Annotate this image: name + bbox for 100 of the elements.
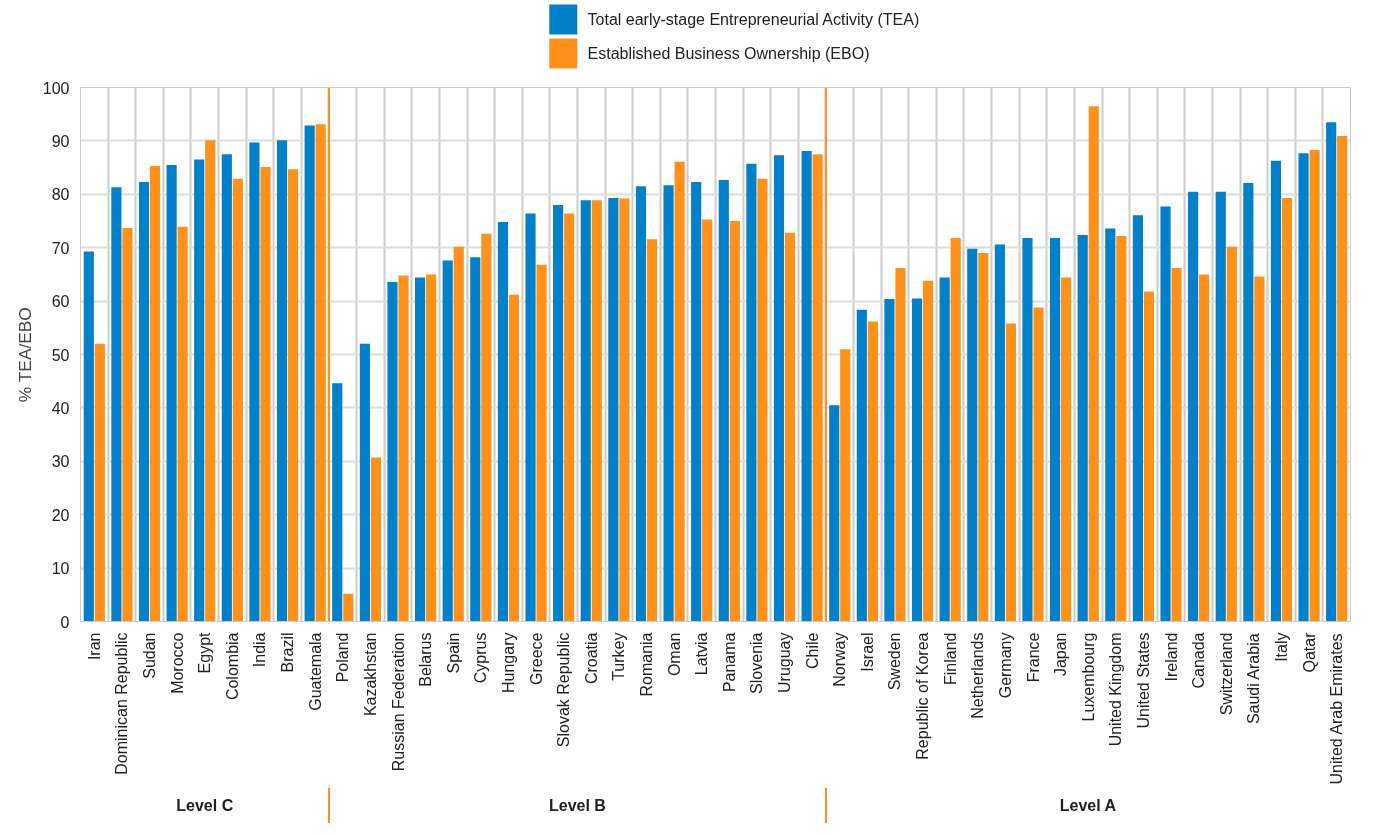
bar	[1061, 277, 1072, 622]
bar	[867, 321, 878, 622]
x-tick-label: Netherlands	[969, 632, 987, 719]
x-tick-label: Luxembourg	[1079, 632, 1097, 722]
text: Level A	[1059, 797, 1117, 814]
bar	[249, 142, 260, 622]
bar	[343, 593, 354, 622]
bar	[1243, 183, 1254, 622]
bar	[702, 219, 713, 622]
bar	[757, 178, 768, 622]
bar	[1309, 149, 1320, 622]
bar	[591, 200, 602, 622]
x-tick-label: Germany	[996, 632, 1014, 699]
bar	[619, 198, 630, 622]
x-tick-label: Qatar	[1300, 631, 1318, 673]
bar	[553, 204, 564, 622]
x-tick-label: Belarus	[417, 632, 435, 687]
bar	[288, 169, 299, 622]
bar	[1105, 228, 1116, 622]
bar	[1171, 267, 1182, 622]
x-tick-label: Hungary	[499, 632, 517, 693]
x-tick-label: India	[251, 632, 269, 668]
bar	[718, 179, 729, 622]
bar	[580, 200, 591, 622]
bar	[111, 187, 122, 622]
x-tick-label: Guatemala	[306, 632, 324, 711]
bar	[1226, 246, 1237, 622]
bar	[221, 154, 232, 622]
bar	[1022, 238, 1033, 622]
bar	[149, 166, 161, 622]
x-tick-label: Latvia	[693, 632, 711, 676]
x-tick-label: Panama	[720, 632, 738, 693]
bar	[564, 213, 575, 622]
bar	[950, 238, 961, 622]
bar	[840, 349, 851, 622]
bar	[1143, 291, 1155, 622]
x-tick-label: Sweden	[886, 632, 904, 691]
x-tick-label: Slovak Republic	[555, 632, 573, 748]
x-tick-label: Morocco	[168, 632, 186, 694]
bar	[481, 233, 492, 622]
bar	[94, 343, 105, 622]
bar	[939, 277, 950, 622]
y-tick-label: 20	[51, 506, 70, 524]
x-tick-label: Spain	[444, 632, 462, 674]
x-tick-label: Republic of Korea	[914, 632, 932, 760]
bar	[1215, 191, 1226, 622]
x-tick-label: Russian Federation	[389, 632, 407, 772]
bar	[276, 140, 288, 622]
bar	[729, 221, 740, 622]
y-axis-title: % TEA/EBO	[14, 307, 35, 403]
bar	[497, 222, 508, 622]
bar	[663, 185, 674, 622]
bar	[1116, 235, 1127, 622]
bar	[967, 248, 978, 622]
text: Level B	[549, 797, 606, 814]
bar	[1077, 234, 1088, 622]
bar	[536, 264, 547, 622]
bar	[635, 186, 647, 622]
bar	[359, 343, 370, 622]
bar	[829, 405, 840, 622]
x-tick-label: Poland	[334, 632, 352, 683]
bar	[1270, 160, 1282, 622]
bar	[674, 161, 685, 622]
bar	[177, 226, 188, 622]
x-tick-label: Ireland	[1162, 632, 1180, 682]
bar	[646, 239, 658, 622]
y-tick-label: 90	[51, 132, 70, 150]
text: Level C	[176, 797, 234, 814]
bar	[138, 182, 150, 622]
x-tick-label: United Kingdom	[1107, 632, 1125, 747]
bar	[398, 275, 409, 622]
x-tick-label: Colombia	[223, 632, 241, 701]
x-tick-label: Switzerland	[1217, 632, 1235, 716]
bar	[801, 151, 812, 622]
y-tick-label: 50	[51, 346, 70, 364]
bar	[1199, 274, 1210, 622]
bar	[1005, 323, 1016, 622]
x-tick-label: Norway	[831, 632, 849, 687]
x-tick-label: Slovenia	[748, 632, 766, 694]
bar	[884, 298, 895, 622]
bar	[470, 257, 481, 622]
x-tick-label: Cyprus	[472, 632, 490, 684]
legend-label: Total early-stage Entrepreneurial Activity (TEA)	[587, 11, 920, 28]
bar	[1326, 122, 1337, 622]
y-tick-label: 40	[51, 399, 70, 417]
bar	[1337, 136, 1348, 622]
y-tick-label: 70	[51, 239, 70, 257]
bar	[746, 163, 757, 622]
bar	[812, 154, 823, 622]
bar	[1281, 198, 1293, 622]
y-tick-label: 0	[60, 613, 70, 631]
x-tick-label: Oman	[665, 632, 683, 677]
y-tick-label: 10	[51, 560, 70, 578]
x-tick-label: Greece	[527, 632, 545, 685]
bar	[415, 277, 426, 622]
bar	[978, 253, 989, 622]
bar	[442, 260, 453, 622]
bar	[994, 244, 1005, 622]
x-tick-label: Italy	[1272, 632, 1290, 662]
bar	[773, 155, 785, 622]
